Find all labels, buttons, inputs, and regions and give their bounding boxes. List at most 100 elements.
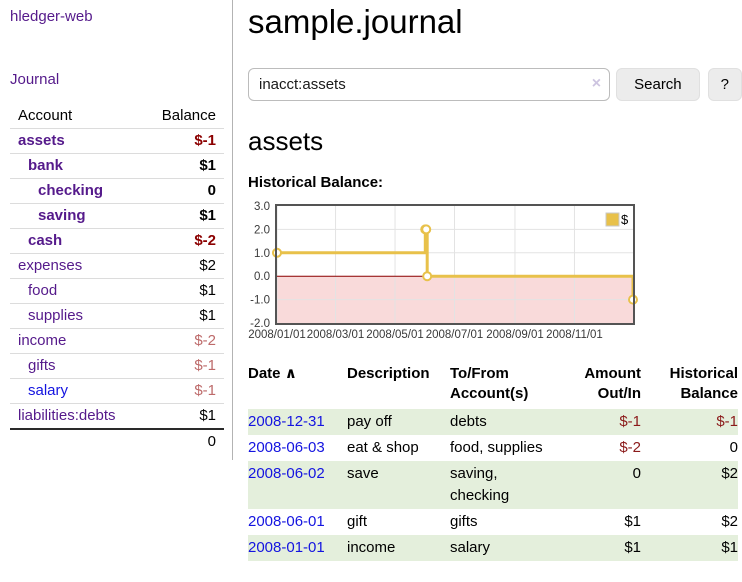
register-row: 2008-12-31 pay off debts $-1 $-1: [248, 409, 738, 435]
data-point-marker: [422, 271, 433, 282]
balance-col-header: Balance: [161, 107, 216, 124]
account-link[interactable]: gifts: [28, 357, 56, 374]
account-row: salary $-1: [10, 378, 224, 404]
search-input[interactable]: [248, 68, 611, 101]
account-row: saving $1: [10, 203, 224, 229]
register-header-row: Date ∧ Description To/From Account(s) Am…: [248, 364, 738, 409]
account-row: gifts $-1: [10, 353, 224, 379]
chart-frame: [275, 204, 635, 325]
account-row: income $-2: [10, 328, 224, 354]
account-balance: $-1: [148, 378, 224, 404]
accounts-balance-table: Account Balance assets $-1 bank $1 check…: [10, 104, 224, 454]
account-balance: $1: [148, 203, 224, 229]
register-date-link[interactable]: 2008-06-02: [248, 465, 325, 482]
account-row: cash $-2: [10, 228, 224, 254]
account-balance: $1: [148, 278, 224, 304]
register-accounts: debts: [450, 413, 487, 430]
account-link[interactable]: liabilities:debts: [18, 407, 116, 424]
sidebar-item-journal[interactable]: Journal: [10, 71, 60, 88]
account-balance: $-1: [148, 353, 224, 379]
sort-ascending-icon: ∧: [284, 365, 297, 382]
account-balance: $-2: [148, 328, 224, 354]
x-tick-label: 2008/03/01: [307, 329, 365, 341]
main-content: sample.journal × Search ? assets Histori…: [248, 0, 742, 561]
accounts-total-balance: 0: [148, 428, 224, 454]
register-row: 2008-06-01 gift gifts $1 $2: [248, 509, 738, 535]
account-balance: 0: [148, 178, 224, 204]
account-link[interactable]: checking: [38, 182, 104, 199]
register-date-link[interactable]: 2008-01-01: [248, 539, 325, 556]
register-date-link[interactable]: 2008-06-03: [248, 439, 325, 456]
register-table: Date ∧ Description To/From Account(s) Am…: [248, 364, 738, 561]
register-row: 2008-01-01 income salary $1 $1: [248, 535, 738, 561]
account-row: expenses $2: [10, 253, 224, 279]
accounts-col-header: Account: [18, 107, 73, 124]
account-link[interactable]: cash: [28, 232, 63, 249]
register-date-link[interactable]: 2008-06-01: [248, 513, 325, 530]
register-description: pay off: [347, 413, 392, 430]
register-header-date[interactable]: Date ∧: [248, 365, 297, 382]
x-tick-label: 2008/07/01: [426, 329, 484, 341]
help-button[interactable]: ?: [707, 68, 742, 101]
account-balance: $1: [148, 303, 224, 329]
y-tick-label: -1.0: [250, 295, 270, 307]
account-link[interactable]: food: [28, 282, 58, 299]
legend-label: $: [621, 212, 629, 227]
register-amount: $-1: [619, 413, 641, 430]
search-form: × Search ?: [248, 68, 742, 101]
register-description: eat & shop: [347, 439, 419, 456]
register-header-accounts: To/From Account(s): [450, 365, 529, 402]
y-tick-label: 0.0: [254, 271, 270, 283]
account-balance: $1: [148, 403, 224, 429]
register-header-balance: Historical Balance: [669, 365, 738, 402]
register-row: 2008-06-03 eat & shop food, supplies $-2…: [248, 435, 738, 461]
account-balance: $2: [148, 253, 224, 279]
register-date-link[interactable]: 2008-12-31: [248, 413, 325, 430]
register-balance: $2: [721, 465, 738, 482]
register-amount: $-2: [619, 439, 641, 456]
y-tick-label: 1.0: [254, 248, 270, 260]
register-accounts: food, supplies: [450, 439, 543, 456]
account-link[interactable]: supplies: [28, 307, 84, 324]
account-link[interactable]: salary: [28, 382, 69, 399]
register-header-description: Description: [347, 365, 430, 382]
data-point-marker: [421, 224, 432, 235]
app-brand-link[interactable]: hledger-web: [10, 8, 93, 25]
y-tick-label: -2.0: [250, 318, 270, 330]
register-balance: 0: [729, 439, 738, 456]
register-description: gift: [347, 513, 368, 530]
x-tick-label: 2008/01/01: [248, 329, 306, 341]
account-row: supplies $1: [10, 303, 224, 329]
legend-color-box: [605, 212, 620, 227]
account-link[interactable]: income: [18, 332, 67, 349]
account-heading: assets: [248, 126, 324, 156]
register-amount: $1: [624, 539, 641, 556]
account-link[interactable]: assets: [18, 132, 65, 149]
search-button[interactable]: Search: [616, 68, 700, 101]
register-accounts: gifts: [450, 513, 478, 530]
register-header-amount: Amount Out/In: [584, 365, 641, 402]
account-row: bank $1: [10, 153, 224, 179]
register-description: save: [347, 465, 379, 482]
account-link[interactable]: bank: [28, 157, 64, 174]
account-link[interactable]: expenses: [18, 257, 83, 274]
register-description: income: [347, 539, 396, 556]
account-balance: $-2: [148, 228, 224, 254]
accounts-total-row: 0: [10, 428, 224, 454]
sidebar: hledger-web Journal Account Balance asse…: [0, 0, 233, 460]
x-tick-label: 2008/09/01: [486, 329, 544, 341]
x-tick-label: 2008/11/01: [546, 329, 603, 341]
register-balance: $2: [721, 513, 738, 530]
page-title: sample.journal: [248, 3, 463, 40]
account-link[interactable]: saving: [38, 207, 86, 224]
account-row: assets $-1: [10, 128, 224, 154]
register-accounts: saving, checking: [450, 465, 510, 504]
account-row: liabilities:debts $1: [10, 403, 224, 429]
chart-title: Historical Balance:: [248, 174, 384, 191]
clear-search-icon[interactable]: ×: [591, 75, 602, 92]
register-row: 2008-06-02 save saving, checking 0 $2: [248, 461, 738, 509]
y-tick-label: 3.0: [254, 201, 270, 213]
register-amount: 0: [632, 465, 641, 482]
account-row: checking 0: [10, 178, 224, 204]
